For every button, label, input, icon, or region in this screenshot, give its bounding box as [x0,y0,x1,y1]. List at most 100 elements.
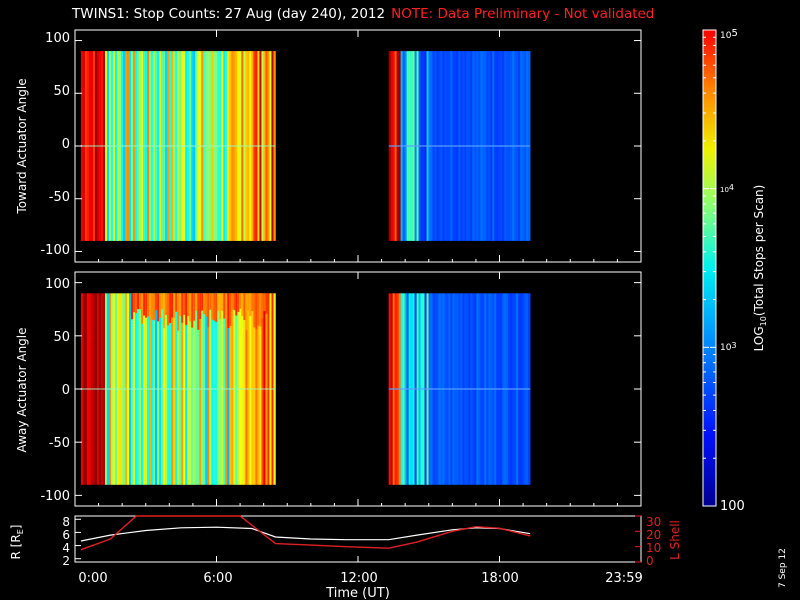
x-tick-1800: 18:00 [481,571,518,586]
p2-heat-col [235,293,238,485]
orbit-panel: 8 6 4 2 R [RE] 30 20 10 0 L Shell 0:00 6… [9,515,682,600]
p2-heat-col [259,293,262,485]
toward-y-label: Toward Actuator Angle [15,78,29,214]
p2-heat-col [133,293,136,485]
p2-heat-hot-band [135,293,138,314]
x-tick-2359: 23:59 [605,571,642,586]
p2-heat-hot-band [169,293,172,323]
p1-heat-col [108,51,112,241]
l-shell-series-line [80,515,531,551]
p2-heat-hot-band [201,293,204,311]
p2-heat-col [149,293,152,485]
p2-heat-col [88,293,92,485]
r-tick-8: 8 [62,515,70,529]
p2-heat-col [201,293,204,485]
p2-heat-col [82,293,86,485]
p2-heat-col [177,293,180,485]
p1-heat-col [263,51,266,241]
p2-heat-hot-band [151,293,154,320]
p1-heat-col [84,51,88,241]
p2-heat-col [237,293,240,485]
p2-heat-col [96,293,100,485]
colorbar-tick-1e5-exp: 5 [731,28,737,39]
p1-heat-col [207,51,210,241]
p2-heat-col [185,293,188,485]
p1-heat-col [119,51,122,241]
p2-heat-col [199,293,202,485]
p2-heat-col [251,293,254,485]
p1-heat-col [197,51,200,241]
p1-heat-col [139,51,142,241]
p2-heat-hot-band [257,293,260,326]
p2-heat-hot-band [193,293,196,321]
toward-tick-neg100: -100 [40,243,70,258]
p1-heat-col [195,51,198,241]
p1-heat-col [163,51,166,241]
toward-heatmap [80,51,531,241]
p2-heat-col [86,293,90,485]
p2-heat-hot-band [239,293,242,309]
p2-heat-hot-band [205,293,208,317]
p2-heat-hot-band [197,293,200,330]
p1-heat-col [269,51,272,241]
away-tick-neg50: -50 [49,436,70,451]
l-tick-10: 10 [646,541,661,555]
p2-heat-hot-band [141,293,144,324]
p2-heat-col [263,293,266,485]
p2-heat-hot-band [157,293,160,322]
p2-heat-col [139,293,142,485]
p2-heat-hot-band [207,293,210,328]
p2-heat-col [80,293,84,485]
toward-tick-0: 0 [62,137,70,152]
away-y-label: Away Actuator Angle [15,327,29,452]
p2-heat-col [271,293,274,485]
away-y-ticks [74,272,642,506]
p1-heat-col [187,51,190,241]
p1-heat-col [259,51,262,241]
preliminary-note: NOTE: Data Preliminary - Not validated [391,6,655,22]
p1-heat-col [245,51,248,241]
p2-heat-col [179,293,182,485]
p2-heat-hot-band [221,293,224,311]
p1-heat-col [133,51,136,241]
p2-heat-hot-band [145,293,148,318]
p2-heat-zero-stripe [80,388,276,390]
p2-heat-hot-band [199,293,202,319]
p2-heat-col [189,293,192,485]
p2-heat-col [197,293,200,485]
away-tick-neg100: -100 [40,489,70,504]
p2-heat-hot-band [265,293,268,314]
p2-heat-hot-band [137,293,140,310]
p2-heat-col [221,293,224,485]
p1-heat-col [94,51,98,241]
p1-heat-col [96,51,100,241]
p1-heat-col [261,51,264,241]
p2-heat-hot-band [225,293,228,329]
p2-heat-hot-band [243,293,246,320]
p1-heat-col [171,51,174,241]
p2-heat-hot-band [175,293,178,312]
p1-heat-col [157,51,160,241]
p2-heat-hot-band [237,293,240,312]
p2-heat-col [227,293,230,485]
p1-heat-col [143,51,146,241]
p2-heat-col [121,293,124,485]
p2-heat-col [110,293,114,485]
p2-heat-col [241,293,244,485]
colorbar-tick-1e3: 103 [720,341,737,353]
p1-heat-col [159,51,162,241]
p2-heat-hot-band [149,293,152,322]
p2-heat-hot-band [139,293,142,310]
p1-heat-col [185,51,188,241]
p1-heat-col [104,51,108,241]
p1-heat-col [82,51,86,241]
p2-heat-col [203,293,206,485]
p1-heat-col [235,51,238,241]
p1-heat-col [229,51,232,241]
p2-heat-hot-band [153,293,156,321]
p2-heat-col [117,293,120,485]
l-tick-0: 0 [646,554,654,568]
p2-heat-col [257,293,260,485]
p2-heat-col [151,293,154,485]
colorbar-tick-100: 100 [720,499,745,514]
